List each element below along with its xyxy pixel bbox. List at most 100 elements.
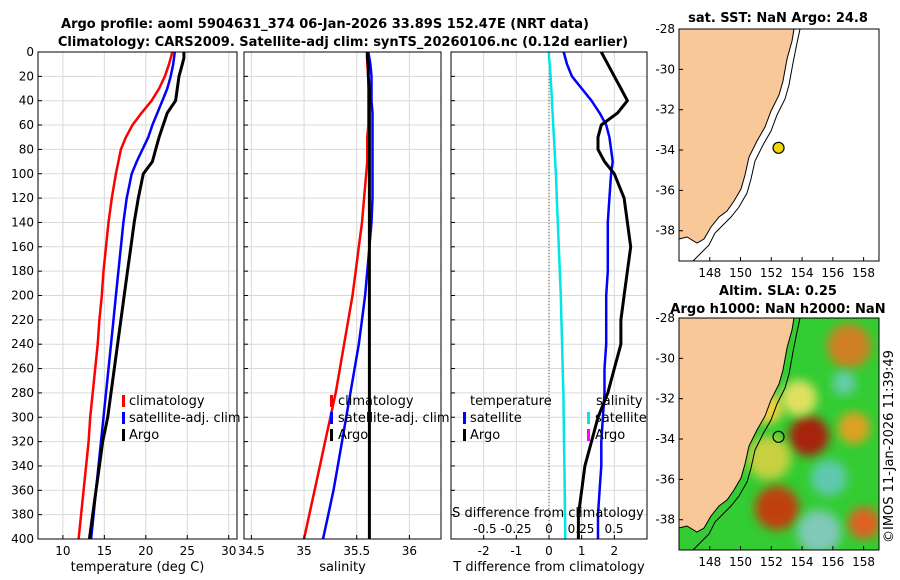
lon-tick-label: 158: [852, 266, 875, 280]
legend-label-satellite: satellite-adj. clim: [129, 411, 241, 426]
x-tick-label: 35.5: [343, 544, 370, 558]
x-tick-label: 20: [138, 544, 153, 558]
legend-swatch-argo: [122, 429, 125, 441]
sla-map-title-line1: Altim. SLA: 0.25: [719, 284, 837, 299]
y-tick-label: 60: [19, 118, 34, 132]
sla-map: 148 150 152 154 156 158 -28 -30 -32 -34 -36 -38: [655, 311, 880, 569]
sla-blob: [811, 460, 847, 496]
s-tick-label: -0.5: [473, 522, 496, 536]
y-tick-label: 200: [11, 289, 34, 303]
s-tick-label: 0.25: [568, 522, 595, 536]
lat-tick-label: -28: [655, 22, 675, 36]
legend-swatch-climatology: [122, 395, 125, 407]
x-tick-label: 36: [402, 544, 417, 558]
y-tick-label: 240: [11, 337, 34, 351]
y-tick-label: 120: [11, 191, 34, 205]
lon-tick-label: 152: [760, 266, 783, 280]
x-tick-label: 10: [55, 544, 70, 558]
map-frame: [678, 28, 880, 262]
legend-swatch-argo: [330, 429, 333, 441]
sla-map-title-line2: Argo h1000: NaN h2000: NaN: [670, 302, 885, 317]
x-axis-label: T difference from climatology: [452, 560, 645, 575]
series-argo: [365, 52, 371, 539]
x-tick-label: 15: [97, 544, 112, 558]
lat-tick-label: -38: [655, 224, 675, 238]
s-difference-label: S difference from climatology: [452, 506, 644, 521]
legend-swatch-climatology: [330, 395, 333, 407]
sst-map: 148 150 152 154 156 158 -28 -30 -32 -34 -36 -38: [655, 22, 880, 280]
sst-map-title: sat. SST: NaN Argo: 24.8: [688, 11, 868, 26]
land-area: [678, 28, 795, 244]
s-tick-label: 0: [545, 522, 553, 536]
y-tick-label: 40: [19, 94, 34, 108]
y-tick-label: 400: [11, 532, 34, 546]
argo-position-marker: [772, 141, 785, 154]
y-tick-label: 0: [26, 45, 34, 59]
sla-blob: [848, 507, 879, 539]
series-satellite: [321, 51, 374, 540]
legend-label-argo: Argo: [338, 428, 368, 443]
lat-tick-label: -28: [655, 311, 675, 325]
salinity-legend: climatology satellite-adj. clim Argo: [330, 394, 450, 443]
y-tick-label: 360: [11, 483, 34, 497]
figure-title-line1: Argo profile: aoml 5904631_374 06-Jan-20…: [61, 17, 589, 32]
lon-tick-label: 156: [821, 266, 844, 280]
x-tick-label: 0: [545, 544, 553, 558]
y-tick-label: 320: [11, 435, 34, 449]
map-frame: [678, 317, 880, 551]
s-difference-ticks: -0.5 -0.25 0 0.25 0.5: [473, 522, 623, 536]
difference-legend: temperature satellite Argo salinity sate…: [463, 394, 647, 443]
x-tick-label: 2: [611, 544, 619, 558]
x-tick-label: 34.5: [238, 544, 265, 558]
x-axis-label: salinity: [319, 560, 366, 575]
lat-tick-label: -30: [655, 351, 675, 365]
lon-tick-label: 150: [729, 555, 752, 569]
y-tick-label: 300: [11, 410, 34, 424]
lat-tick-label: -34: [655, 143, 675, 157]
legend-label-s-satellite: satellite: [595, 411, 647, 426]
figure-title-line2: Climatology: CARS2009. Satellite-adj cli…: [58, 35, 628, 50]
panel-salinity: 34.5 35 35.5 36 salinity: [238, 51, 442, 575]
legend-swatch-satellite: [330, 412, 333, 424]
s-tick-label: -0.25: [500, 522, 531, 536]
y-tick-label: 220: [11, 313, 34, 327]
series-argo: [87, 52, 186, 540]
lon-tick-label: 148: [698, 266, 721, 280]
y-tick-label: 140: [11, 215, 34, 229]
legend-label-t-satellite: satellite: [470, 411, 522, 426]
lon-tick-label: 148: [698, 555, 721, 569]
sla-blob: [789, 416, 829, 456]
temperature-legend: climatology satellite-adj. clim Argo: [122, 394, 241, 443]
y-tick-label: 280: [11, 386, 34, 400]
x-tick-label: 1: [578, 544, 586, 558]
sla-blob: [755, 486, 799, 530]
series-climatology: [77, 51, 174, 540]
lat-tick-label: -32: [655, 103, 675, 117]
series-s-satellite: [547, 52, 567, 540]
y-tick-label: 260: [11, 362, 34, 376]
sla-blob: [781, 380, 817, 416]
lon-tick-label: 152: [760, 555, 783, 569]
y-tick-label: 380: [11, 508, 34, 522]
legend-label-argo: Argo: [129, 428, 159, 443]
lon-tick-label: 156: [821, 555, 844, 569]
legend-label-climatology: climatology: [338, 394, 414, 409]
legend-label-climatology: climatology: [129, 394, 205, 409]
lat-tick-label: -30: [655, 62, 675, 76]
panel-temperature: 10 15 20 25 30 temperature (deg C) 0 20 40 60 80 10…: [11, 45, 238, 575]
x-tick-label: 30: [221, 544, 236, 558]
lon-tick-label: 154: [791, 266, 814, 280]
legend-header-salinity: salinity: [596, 394, 643, 409]
y-tick-label: 80: [19, 142, 34, 156]
x-tick-label: -1: [510, 544, 522, 558]
series-t-satellite: [562, 51, 614, 539]
lat-tick-label: -34: [655, 432, 675, 446]
shelf-contour: [692, 317, 801, 551]
series-satellite: [89, 51, 177, 540]
series-t-argo: [576, 51, 633, 539]
y-tick-label: 20: [19, 69, 34, 83]
y-tick-label: 160: [11, 240, 34, 254]
